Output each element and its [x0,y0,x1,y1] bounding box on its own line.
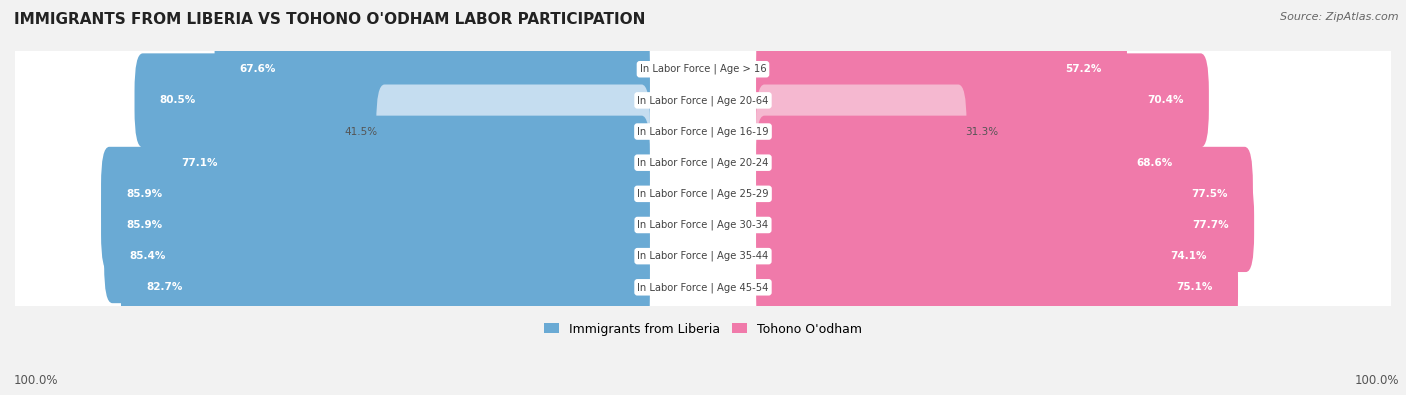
Text: 100.0%: 100.0% [14,374,59,387]
Text: 80.5%: 80.5% [160,95,195,105]
Text: In Labor Force | Age 20-64: In Labor Force | Age 20-64 [637,95,769,105]
Text: 77.5%: 77.5% [1191,189,1227,199]
FancyBboxPatch shape [101,147,650,241]
FancyBboxPatch shape [10,248,1396,326]
FancyBboxPatch shape [101,178,650,272]
Text: 31.3%: 31.3% [965,126,998,137]
Text: In Labor Force | Age 20-24: In Labor Force | Age 20-24 [637,158,769,168]
FancyBboxPatch shape [10,62,1396,139]
FancyBboxPatch shape [156,116,650,210]
Text: 85.9%: 85.9% [127,220,162,230]
Text: 74.1%: 74.1% [1170,251,1206,261]
FancyBboxPatch shape [104,209,650,303]
Text: 57.2%: 57.2% [1066,64,1102,74]
Text: In Labor Force | Age 25-29: In Labor Force | Age 25-29 [637,188,769,199]
FancyBboxPatch shape [756,22,1128,116]
Text: 77.7%: 77.7% [1192,220,1229,230]
FancyBboxPatch shape [135,53,650,147]
FancyBboxPatch shape [10,155,1396,233]
FancyBboxPatch shape [756,116,1198,210]
FancyBboxPatch shape [10,92,1396,171]
Text: 75.1%: 75.1% [1177,282,1213,292]
Text: In Labor Force | Age 35-44: In Labor Force | Age 35-44 [637,251,769,261]
FancyBboxPatch shape [756,53,1209,147]
Text: 82.7%: 82.7% [146,282,183,292]
Text: In Labor Force | Age 30-34: In Labor Force | Age 30-34 [637,220,769,230]
Text: IMMIGRANTS FROM LIBERIA VS TOHONO O'ODHAM LABOR PARTICIPATION: IMMIGRANTS FROM LIBERIA VS TOHONO O'ODHA… [14,12,645,27]
FancyBboxPatch shape [756,240,1239,334]
Text: 70.4%: 70.4% [1147,95,1184,105]
Text: 68.6%: 68.6% [1136,158,1173,168]
Text: In Labor Force | Age > 16: In Labor Force | Age > 16 [640,64,766,75]
FancyBboxPatch shape [10,124,1396,201]
Text: In Labor Force | Age 45-54: In Labor Force | Age 45-54 [637,282,769,293]
FancyBboxPatch shape [756,209,1232,303]
FancyBboxPatch shape [756,85,966,179]
FancyBboxPatch shape [756,147,1253,241]
FancyBboxPatch shape [10,217,1396,295]
Legend: Immigrants from Liberia, Tohono O'odham: Immigrants from Liberia, Tohono O'odham [538,318,868,340]
FancyBboxPatch shape [215,22,650,116]
Text: 85.4%: 85.4% [129,251,166,261]
FancyBboxPatch shape [377,85,650,179]
Text: Source: ZipAtlas.com: Source: ZipAtlas.com [1281,12,1399,22]
FancyBboxPatch shape [10,30,1396,108]
Text: 77.1%: 77.1% [181,158,218,168]
Text: 67.6%: 67.6% [239,64,276,74]
FancyBboxPatch shape [121,240,650,334]
Text: In Labor Force | Age 16-19: In Labor Force | Age 16-19 [637,126,769,137]
FancyBboxPatch shape [10,186,1396,264]
Text: 41.5%: 41.5% [344,126,378,137]
Text: 100.0%: 100.0% [1354,374,1399,387]
Text: 85.9%: 85.9% [127,189,162,199]
FancyBboxPatch shape [756,178,1254,272]
